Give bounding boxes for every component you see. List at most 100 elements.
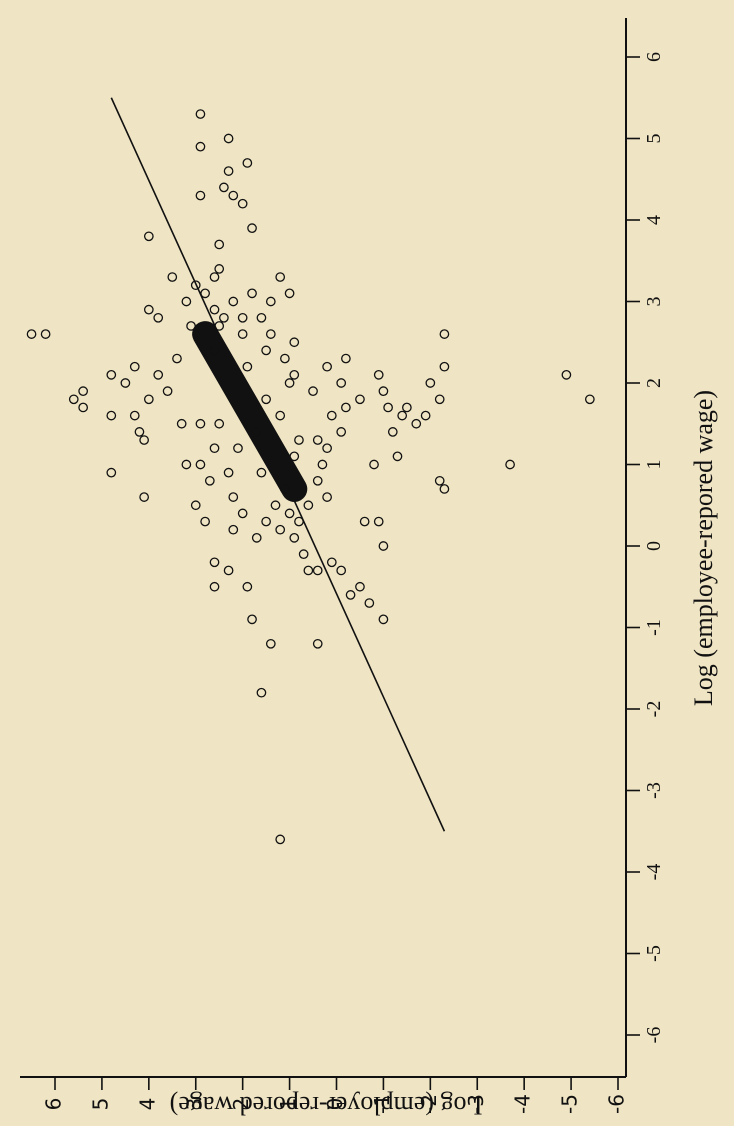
data-point (190, 500, 201, 511)
data-point (228, 296, 239, 307)
y-tick-label: -1 (370, 1094, 394, 1114)
data-point (40, 329, 51, 339)
data-point (233, 443, 243, 454)
data-point (251, 532, 262, 543)
data-point (322, 492, 332, 502)
data-point (219, 312, 229, 323)
y-axis-ticks: -6 -5 -4 -3 -2 -1 0 1 2 3 4 5 6 (42, 1077, 629, 1114)
data-point (223, 467, 234, 478)
data-point (355, 394, 365, 405)
data-points (26, 109, 595, 845)
data-point (326, 410, 337, 421)
data-point (223, 133, 234, 144)
data-point (242, 581, 253, 592)
data-point (78, 386, 89, 396)
data-point (322, 443, 332, 454)
data-point (284, 378, 295, 388)
data-point (153, 369, 164, 380)
data-point (289, 532, 300, 543)
data-point (308, 386, 318, 396)
dense-core-mark (192, 321, 308, 502)
data-point (261, 345, 271, 356)
data-point (289, 451, 300, 462)
data-point (303, 500, 314, 511)
data-point (129, 361, 140, 372)
data-point (434, 394, 445, 405)
x-tick-label: 6 (643, 52, 665, 62)
y-tick-label: -4 (511, 1094, 535, 1114)
data-point (265, 296, 276, 307)
data-point (265, 329, 276, 339)
data-point (237, 198, 248, 209)
data-point (209, 557, 220, 568)
data-point (162, 386, 173, 396)
data-point (106, 467, 117, 478)
data-point (312, 638, 323, 649)
data-point (195, 459, 206, 470)
x-tick-label: -1 (643, 619, 665, 636)
dense-core-band (192, 321, 308, 502)
data-point (143, 394, 154, 405)
data-point (355, 581, 365, 592)
data-point (176, 418, 187, 429)
data-point (195, 418, 206, 429)
data-point (425, 378, 436, 388)
data-point (209, 272, 220, 282)
data-point (439, 329, 450, 339)
data-point (214, 239, 225, 250)
data-point (322, 361, 332, 372)
data-point (209, 345, 220, 356)
data-point (237, 508, 248, 519)
data-point (284, 508, 295, 519)
data-point (359, 516, 370, 527)
data-point (78, 402, 89, 413)
data-point (584, 394, 595, 405)
data-point (336, 565, 347, 576)
data-point (195, 141, 206, 152)
data-point (214, 418, 225, 429)
data-point (261, 394, 271, 405)
y-tick-label: 1 (276, 1098, 300, 1111)
data-point (223, 565, 234, 576)
data-point (420, 410, 431, 421)
data-point (312, 565, 323, 576)
data-point (294, 435, 304, 445)
x-tick-label: 0 (643, 541, 665, 551)
data-point (294, 516, 304, 527)
data-point (561, 369, 572, 380)
data-point (270, 500, 281, 511)
data-point (153, 312, 164, 323)
data-point (312, 435, 323, 445)
data-point (383, 402, 393, 413)
data-point (373, 516, 384, 527)
data-point (242, 361, 253, 372)
data-point (106, 410, 117, 421)
y-tick-label: 5 (88, 1098, 112, 1111)
data-point (317, 459, 328, 470)
data-point (209, 304, 220, 315)
data-point (237, 329, 248, 339)
data-point (186, 321, 196, 331)
data-point (251, 427, 262, 437)
data-point (397, 410, 408, 421)
data-point (298, 549, 309, 560)
x-tick-label: 3 (643, 297, 665, 307)
data-point (341, 402, 351, 413)
y-tick-label: -3 (464, 1094, 488, 1114)
y-axis-label: Log (employer-repored wage) (170, 1091, 483, 1120)
x-tick-label: 2 (643, 378, 665, 388)
data-point (209, 581, 220, 592)
x-tick-label: -5 (643, 945, 665, 962)
data-point (237, 312, 248, 323)
data-point (200, 516, 210, 527)
data-point (209, 443, 220, 454)
data-point (190, 280, 201, 291)
x-axis-ticks: -6 -5 -4 -3 -2 -1 0 1 2 3 4 5 6 (626, 52, 665, 1043)
data-point (200, 288, 210, 299)
data-point (195, 190, 206, 201)
data-point (434, 475, 445, 486)
data-point (214, 264, 225, 274)
y-tick-label: -2 (417, 1094, 441, 1114)
